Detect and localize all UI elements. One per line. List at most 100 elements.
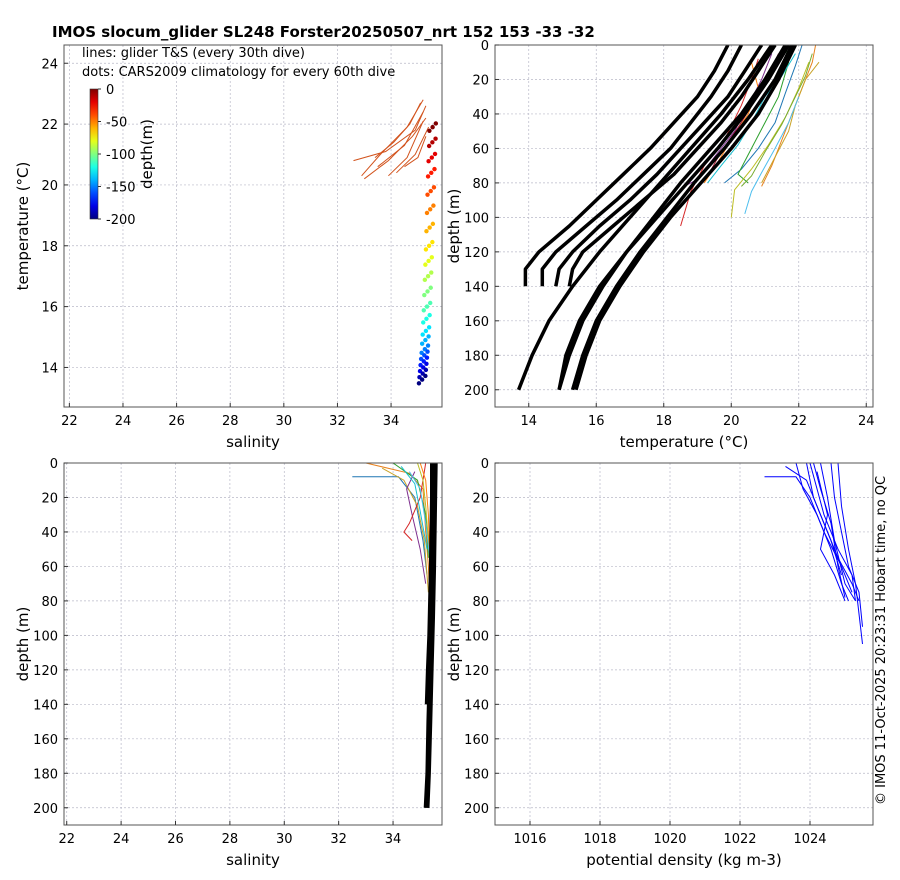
y-tick-label: 0 bbox=[50, 457, 58, 472]
x-tick-label: 22 bbox=[61, 414, 78, 429]
glider-ts-line bbox=[361, 99, 424, 177]
y-tick-label: 60 bbox=[472, 560, 489, 575]
x-tick-label: 30 bbox=[276, 832, 293, 847]
y-tick-label: 160 bbox=[464, 733, 489, 748]
plot-frame bbox=[63, 462, 443, 826]
panel-dens_depth: 1016 1018 1020 1022 1024 0 20 40 60 80 100 120 140 16… bbox=[445, 457, 874, 869]
y-axis-label: depth (m) bbox=[445, 189, 463, 264]
x-tick-label: 34 bbox=[383, 414, 400, 429]
x-tick-label: 1016 bbox=[513, 832, 546, 847]
climatology-profile-line bbox=[540, 45, 743, 287]
climatology-dot bbox=[433, 136, 438, 141]
x-tick-label: 30 bbox=[276, 414, 293, 429]
glider-ts-line bbox=[388, 120, 424, 177]
climatology-profile-line bbox=[516, 45, 774, 391]
y-tick-label: 20 bbox=[41, 491, 58, 506]
x-tick-label: 14 bbox=[520, 414, 537, 429]
climatology-dot bbox=[430, 221, 436, 227]
glider-profile-line bbox=[785, 465, 842, 576]
climatology-dot bbox=[430, 124, 435, 130]
x-tick-label: 24 bbox=[858, 414, 875, 429]
x-axis-label: salinity bbox=[226, 433, 280, 451]
y-tick-label: 200 bbox=[33, 802, 58, 817]
glider-ts-line bbox=[374, 102, 422, 158]
climatology-dot bbox=[425, 192, 430, 197]
climatology-dot bbox=[423, 337, 428, 343]
glider-ts-line bbox=[353, 105, 427, 162]
y-tick-label: 120 bbox=[464, 664, 489, 679]
climatology-dot bbox=[427, 128, 432, 133]
climatology-profile-line bbox=[557, 45, 791, 391]
climatology-dot bbox=[429, 170, 434, 175]
y-tick-label: 22 bbox=[41, 118, 58, 133]
y-tick-label: 80 bbox=[472, 177, 489, 192]
glider-ts-line bbox=[396, 126, 430, 174]
climatology-dot bbox=[427, 312, 432, 318]
glider-profile-line bbox=[419, 463, 431, 567]
y-tick-label: 24 bbox=[41, 57, 58, 72]
climatology-profile-line bbox=[567, 45, 777, 287]
y-tick-label: 180 bbox=[464, 767, 489, 782]
climatology-dot bbox=[428, 207, 433, 212]
x-tick-label: 24 bbox=[113, 832, 130, 847]
glider-profile-line bbox=[408, 471, 431, 558]
credit-text: © IMOS 11-Oct-2025 20:23:31 Hobart time,… bbox=[874, 476, 889, 805]
figure-title: IMOS slocum_glider SL248 Forster20250507… bbox=[52, 23, 595, 41]
panel-temp_depth: 14 16 18 20 22 24 0 20 40 60 80 100 120 140 160 180 200 t… bbox=[445, 39, 875, 451]
x-tick-label: 22 bbox=[790, 414, 807, 429]
y-tick-label: 0 bbox=[481, 457, 489, 472]
colorbar bbox=[89, 88, 99, 220]
climatology-dot bbox=[426, 243, 432, 248]
glider-profile-line bbox=[352, 476, 428, 576]
climatology-dot bbox=[425, 273, 431, 279]
climatology-dot bbox=[423, 373, 428, 379]
y-tick-label: 40 bbox=[472, 108, 489, 123]
y-axis-label: depth (m) bbox=[445, 607, 463, 682]
climatology-dot bbox=[419, 341, 425, 346]
y-tick-label: 180 bbox=[464, 349, 489, 364]
y-tick-label: 80 bbox=[472, 595, 489, 610]
legend-note: dots: CARS2009 climatology for every 60t… bbox=[82, 65, 395, 80]
climatology-dot bbox=[427, 225, 432, 230]
x-tick-label: 28 bbox=[222, 414, 239, 429]
colorbar-tick-label: -200 bbox=[106, 213, 136, 228]
x-tick-label: 34 bbox=[385, 832, 402, 847]
climatology-dot bbox=[424, 210, 430, 216]
climatology-dot bbox=[425, 289, 430, 294]
y-tick-label: 160 bbox=[33, 733, 58, 748]
glider-profile-line bbox=[837, 463, 863, 645]
climatology-dot bbox=[426, 143, 432, 149]
glider-profile-line bbox=[830, 463, 863, 627]
colorbar-tick-label: -150 bbox=[106, 181, 136, 196]
glider-profile-line bbox=[741, 53, 813, 187]
climatology-dot bbox=[421, 308, 426, 313]
climatology-dot bbox=[425, 349, 430, 354]
climatology-dot bbox=[419, 377, 425, 382]
y-tick-label: 0 bbox=[481, 39, 489, 54]
climatology-dot bbox=[426, 258, 431, 264]
climatology-profile-line bbox=[570, 45, 794, 391]
climatology-dot bbox=[420, 332, 425, 337]
colorbar-label: depth(m) bbox=[138, 119, 156, 189]
y-tick-label: 160 bbox=[464, 315, 489, 330]
x-axis-label: potential density (kg m-3) bbox=[586, 851, 782, 869]
climatology-dot bbox=[423, 262, 428, 267]
climatology-dot bbox=[425, 343, 431, 348]
glider-profile-line bbox=[744, 96, 800, 215]
y-tick-label: 120 bbox=[464, 246, 489, 261]
y-tick-label: 16 bbox=[41, 301, 58, 316]
climatology-dot bbox=[430, 140, 435, 145]
y-tick-label: 120 bbox=[33, 664, 58, 679]
glider-profile-line bbox=[381, 467, 429, 593]
glider-ts-line bbox=[404, 136, 427, 168]
climatology-profile-line bbox=[554, 45, 764, 287]
glider-profile-line bbox=[761, 61, 820, 184]
legend-note: lines: glider T&S (every 30th dive) bbox=[82, 46, 305, 61]
plot-area bbox=[352, 463, 438, 808]
climatology-dot bbox=[429, 155, 435, 160]
glider-profile-line bbox=[403, 463, 427, 541]
climatology-profile-line bbox=[574, 45, 797, 391]
climatology-dot bbox=[424, 304, 430, 309]
climatology-dot bbox=[422, 292, 427, 298]
